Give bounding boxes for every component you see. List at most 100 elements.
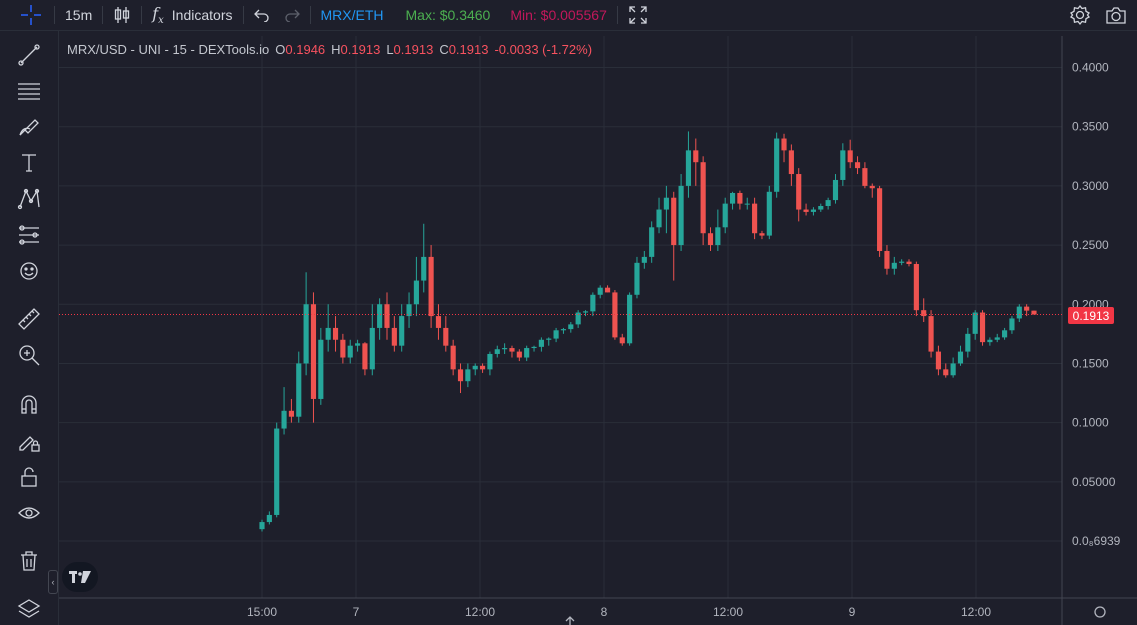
candle-body: [678, 185, 684, 246]
candle-body: [774, 138, 780, 192]
candle-body: [531, 346, 537, 349]
emoji-icon[interactable]: [16, 258, 42, 284]
candle-body: [935, 351, 941, 370]
candle-body: [582, 311, 589, 313]
crosshair-icon[interactable]: [18, 0, 44, 30]
candle-body: [913, 264, 919, 311]
candle-body: [928, 316, 934, 352]
brush-icon[interactable]: [16, 114, 42, 140]
candle-body: [303, 304, 309, 364]
high-value: 0.1913: [340, 42, 381, 57]
y-tick-label: 0.4000: [1072, 61, 1109, 75]
x-tick-label: 12:00: [961, 605, 991, 619]
lock-drawings-icon[interactable]: [16, 428, 42, 454]
magnet-icon[interactable]: [16, 392, 42, 418]
candle-body: [722, 203, 728, 228]
pattern-icon[interactable]: [16, 186, 42, 212]
tradingview-logo[interactable]: [62, 562, 98, 592]
candle-body: [538, 339, 544, 347]
collapse-toolbar-button[interactable]: ‹: [48, 570, 58, 594]
candle-body: [553, 330, 559, 339]
text-icon[interactable]: [16, 150, 42, 176]
candle-body: [274, 428, 280, 515]
top-toolbar: 15m fx Indicators MRX/ETH Max: $0.3460 M…: [0, 0, 1137, 31]
candle-body: [435, 316, 442, 328]
candle-body: [803, 209, 809, 212]
candle-body: [391, 327, 397, 346]
ruler-icon[interactable]: [16, 306, 42, 332]
candle-body: [1002, 330, 1008, 338]
candle-body: [818, 205, 824, 210]
x-tick-label: 12:00: [465, 605, 495, 619]
settings-icon[interactable]: [1069, 0, 1091, 30]
x-tick-label: 15:00: [247, 605, 277, 619]
indicators-label: Indicators: [171, 7, 233, 23]
candle-body: [663, 197, 669, 210]
candle-body: [832, 179, 839, 201]
undo-icon[interactable]: [253, 0, 270, 30]
y-tick-label: 0.1000: [1072, 416, 1109, 430]
x-tick-label: 7: [353, 605, 360, 619]
redo-icon[interactable]: [284, 0, 300, 30]
candle-body: [296, 363, 302, 417]
candle-body: [288, 410, 294, 417]
candle-body: [325, 327, 331, 340]
lock-icon[interactable]: [16, 464, 42, 490]
candle-body: [979, 312, 986, 343]
pair-label[interactable]: MRX/ETH: [320, 7, 384, 23]
candle-body: [487, 353, 493, 370]
candle-body: [994, 337, 1000, 340]
close-value: 0.1913: [448, 42, 489, 57]
candle-body: [766, 191, 772, 236]
close-label: C: [439, 42, 449, 57]
candle-body: [347, 345, 353, 358]
candle-body: [546, 338, 552, 340]
candle-body: [575, 312, 581, 325]
candle-body: [1016, 306, 1022, 319]
axis-settings-icon: [1094, 606, 1106, 618]
min-label: Min: $0.005567: [510, 7, 607, 23]
trend-line-icon[interactable]: [16, 42, 42, 68]
candle-body: [729, 192, 736, 204]
fullscreen-icon[interactable]: [628, 0, 648, 30]
candle-body: [810, 209, 817, 212]
candle-body: [737, 192, 743, 204]
symbol-title: MRX/USD - UNI - 15 - DEXTools.io: [67, 42, 270, 57]
candle-body: [502, 348, 508, 350]
candle-body: [362, 343, 368, 370]
eye-icon[interactable]: [16, 500, 42, 526]
candle-body: [457, 369, 464, 382]
candle-body: [649, 227, 655, 257]
candle-body: [840, 150, 846, 180]
candle-body: [987, 339, 993, 343]
last-price-tag: 0.1913: [1068, 307, 1114, 324]
horizontal-lines-icon[interactable]: [16, 78, 42, 104]
candle-body: [752, 203, 758, 234]
interval-button[interactable]: 15m: [65, 7, 93, 23]
low-label: L: [386, 42, 394, 57]
x-tick-label: 9: [849, 605, 856, 619]
candle-body: [310, 304, 317, 399]
x-tick-label: 12:00: [713, 605, 743, 619]
candle-body: [862, 168, 868, 186]
camera-icon[interactable]: [1105, 0, 1127, 30]
candle-body: [656, 209, 662, 228]
low-value: 0.1913: [393, 42, 434, 57]
candles-icon[interactable]: [113, 0, 131, 30]
candle-body: [854, 162, 861, 169]
candle-body: [509, 348, 515, 352]
trash-icon[interactable]: [16, 548, 42, 574]
y-tick-label: 0.3000: [1072, 179, 1109, 193]
candle-body: [788, 150, 794, 175]
indicators-button[interactable]: fx Indicators: [152, 0, 232, 30]
candle-body: [627, 294, 633, 344]
candle-body: [759, 233, 765, 236]
drawing-toolbar: ‹: [0, 30, 59, 625]
zoom-icon[interactable]: [16, 342, 42, 368]
max-label: Max: $0.3460: [405, 7, 491, 23]
prediction-icon[interactable]: [16, 222, 42, 248]
layers-icon[interactable]: [16, 596, 42, 622]
candle-body: [516, 351, 522, 358]
fx-icon: fx: [152, 3, 164, 27]
